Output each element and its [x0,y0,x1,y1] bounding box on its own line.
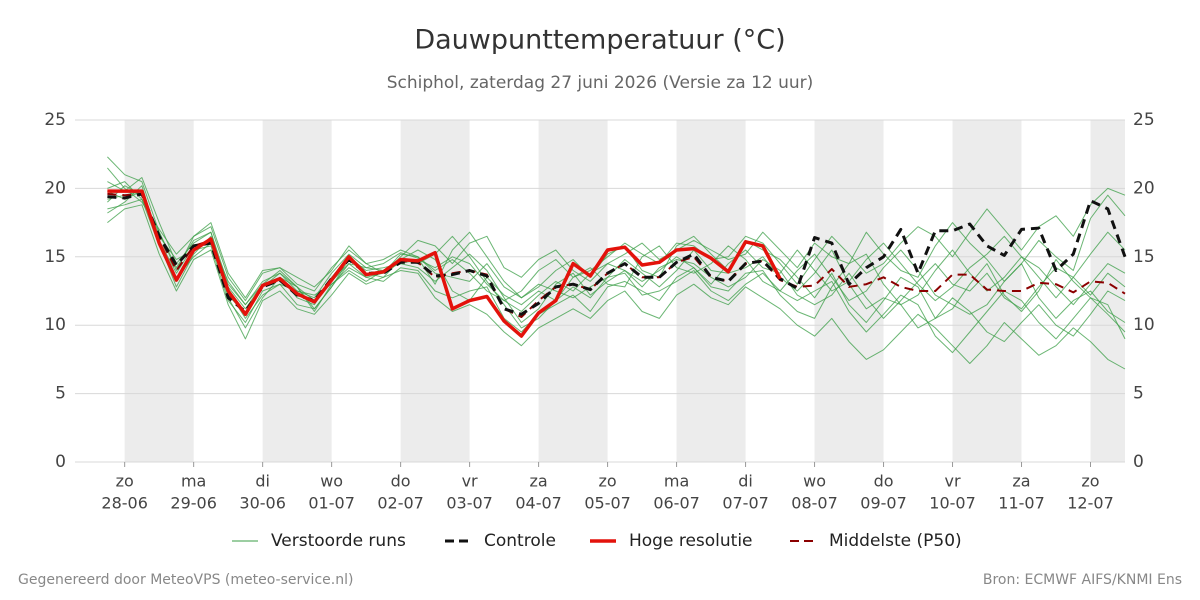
series-line [107,192,1127,316]
legend-label: Verstoorde runs [271,531,406,551]
ensemble-line [107,185,1126,323]
series-line [107,189,782,338]
grid [75,119,1125,467]
y2-tick-label: 20 [1133,178,1155,198]
x-tick-label: ma [664,472,689,491]
y2-tick-label: 5 [1133,384,1144,404]
x-tick-label: za [1012,472,1030,491]
x-tick-date: 06-07 [653,494,700,513]
x-tick-label: vr [945,472,961,491]
y-tick-label: 5 [55,384,66,404]
chart-title: Dauwpunttemperatuur (°C) [414,25,785,56]
y2-tick-label: 25 [1133,110,1155,130]
y-tick-label: 0 [55,452,66,472]
x-tick-label: ma [181,472,206,491]
x-tick-label: zo [116,472,134,491]
x-tick-date: 10-07 [929,494,976,513]
x-tick-date: 30-06 [239,494,286,513]
ensemble-line [107,198,1126,333]
x-tick-date: 07-07 [722,494,769,513]
plot [107,156,1127,370]
legend-label: Middelste (P50) [829,531,962,551]
labels: 0 5 10 15 20 25 0 5 10 15 20 25 zo 28-06 ma 29-06 di 30-0… [44,110,1154,513]
legend-label: Hoge resolutie [629,531,753,551]
x-tick-label: do [391,472,411,491]
x-tick-date: 01-07 [308,494,355,513]
day-band [124,120,194,462]
x-tick-date: 05-07 [584,494,631,513]
x-tick-date: 28-06 [101,494,148,513]
x-tick-date: 11-07 [998,494,1045,513]
x-tick-date: 02-07 [377,494,424,513]
x-tick-label: di [738,472,753,491]
footer-right: Bron: ECMWF AIFS/KNMI Ens [983,572,1182,588]
x-tick-date: 08-07 [791,494,838,513]
y-tick-label: 15 [44,247,66,267]
y-tick-label: 25 [44,110,66,130]
x-tick-label: di [255,472,270,491]
x-tick-label: do [874,472,894,491]
y2-tick-label: 10 [1133,315,1155,335]
y-tick-label: 20 [44,178,66,198]
x-tick-date: 12-07 [1067,494,1114,513]
y2-tick-label: 0 [1133,452,1144,472]
x-tick-date: 04-07 [515,494,562,513]
x-tick-date: 29-06 [170,494,217,513]
x-tick-label: wo [803,472,826,491]
x-tick-date: 03-07 [446,494,493,513]
footer-left: Gegenereerd door MeteoVPS (meteo-service… [18,572,353,588]
day-band [814,120,884,462]
ensemble-line [107,190,1126,354]
ensemble-line [107,181,1126,343]
x-tick-label: za [529,472,547,491]
y-tick-label: 10 [44,315,66,335]
legend-label: Controle [484,531,556,551]
x-tick-label: zo [598,472,616,491]
y2-tick-label: 15 [1133,247,1155,267]
x-tick-label: vr [462,472,478,491]
chart-subtitle: Schiphol, zaterdag 27 juni 2026 (Versie … [387,73,814,93]
x-tick-date: 09-07 [860,494,907,513]
x-tick-label: zo [1081,472,1099,491]
x-tick-label: wo [320,472,343,491]
